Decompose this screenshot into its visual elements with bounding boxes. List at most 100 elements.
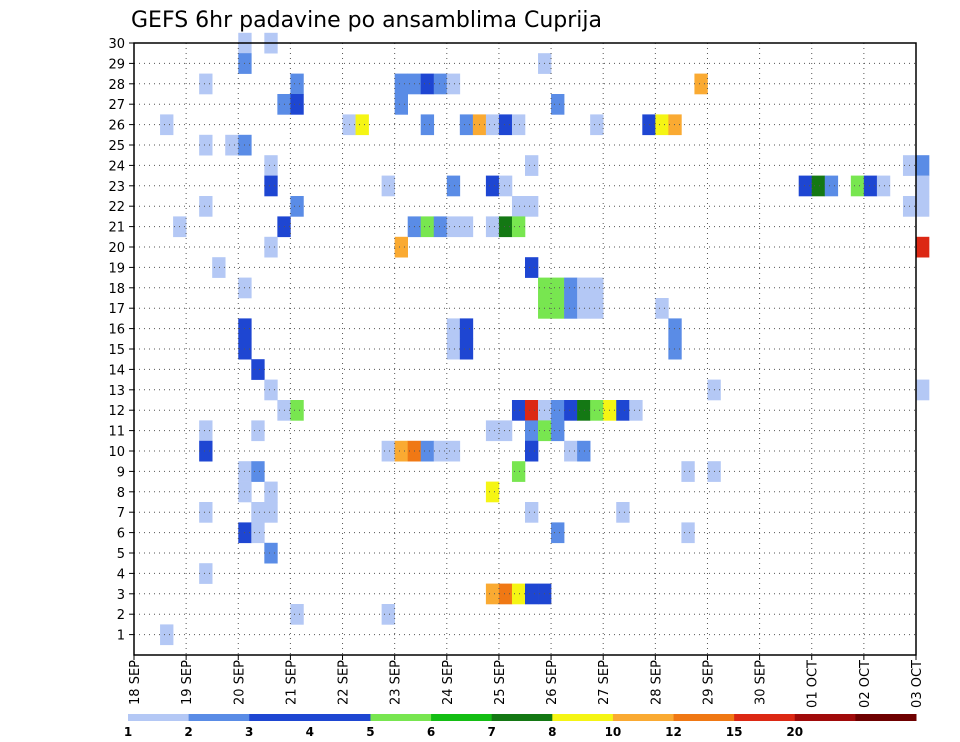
precip-cell [446, 175, 461, 197]
precip-cell [668, 318, 682, 340]
colorbar-label: 3 [245, 725, 253, 739]
precip-cell [264, 175, 278, 197]
precip-cell [511, 216, 526, 238]
precip-cell [433, 440, 448, 462]
precip-cell [199, 73, 213, 95]
precip-cell [564, 400, 578, 421]
precip-cell [459, 338, 474, 360]
precip-cell [381, 604, 395, 625]
precip-cell [433, 73, 448, 95]
precip-cell [525, 257, 539, 278]
precip-cell [459, 216, 474, 238]
precip-cell [863, 175, 878, 197]
precip-cell [498, 216, 513, 238]
colorbar-label: 15 [726, 725, 743, 739]
y-tick-label: 29 [108, 57, 125, 72]
precip-cell [525, 502, 539, 523]
precip-cell [199, 196, 213, 217]
precip-cell [290, 196, 304, 217]
x-tick-label: 22 SEP [337, 660, 352, 705]
precip-cell [199, 502, 213, 523]
y-tick-label: 7 [117, 506, 125, 521]
precip-cell [199, 563, 213, 584]
precip-cell [498, 175, 513, 197]
precip-cell [225, 134, 239, 156]
precip-cell [577, 298, 591, 319]
precip-cell [668, 114, 682, 136]
precip-cell [498, 583, 513, 605]
y-tick-label: 28 [108, 78, 125, 93]
colorbar-segment [309, 714, 371, 721]
precip-cell [446, 216, 461, 238]
colorbar-label: 4 [306, 725, 314, 739]
x-tick-label: 24 SEP [441, 660, 456, 705]
colorbar-label: 7 [488, 725, 496, 739]
precip-cell [525, 440, 539, 462]
precip-cell [616, 502, 630, 523]
precip-cell [264, 542, 278, 564]
colorbar-segment [431, 714, 493, 721]
precip-cell [525, 196, 539, 217]
x-tick-label: 28 SEP [649, 660, 664, 705]
y-tick-label: 14 [108, 363, 125, 378]
x-tick-label: 29 SEP [701, 660, 716, 705]
precip-cell [655, 298, 669, 319]
colorbar-segment [552, 714, 614, 721]
precip-cell [511, 583, 526, 605]
precip-cell [199, 134, 213, 156]
precip-cell [629, 400, 643, 421]
precip-cell [916, 379, 930, 401]
precip-cell [824, 175, 839, 197]
y-tick-label: 2 [117, 608, 125, 623]
precip-cell [160, 624, 174, 646]
colorbar-label: 20 [786, 725, 803, 739]
precip-cell [251, 461, 265, 482]
precip-cell [485, 420, 500, 442]
precip-cell [498, 420, 513, 442]
y-tick-label: 5 [117, 547, 125, 562]
y-tick-label: 11 [108, 425, 125, 440]
precip-cell [290, 94, 304, 115]
precip-cell [642, 114, 656, 136]
y-tick-label: 26 [108, 119, 125, 134]
colorbar-label: 10 [605, 725, 622, 739]
precip-cell [485, 216, 500, 238]
precip-cell [498, 114, 513, 136]
precip-cell [199, 420, 213, 442]
precip-cell [381, 440, 395, 462]
y-tick-label: 10 [108, 445, 125, 460]
precip-cell [446, 73, 461, 95]
precip-cell [420, 73, 435, 95]
precip-cell [212, 257, 226, 278]
y-tick-label: 13 [108, 384, 125, 399]
x-tick-label: 30 SEP [754, 660, 769, 705]
y-tick-label: 1 [117, 629, 125, 644]
precip-cell [199, 440, 213, 462]
precip-cell [420, 114, 435, 136]
colorbar-segment [673, 714, 735, 721]
precip-cell [264, 155, 278, 176]
x-tick-label: 18 SEP [128, 660, 143, 705]
precip-cell [420, 440, 435, 462]
colorbar-segment [249, 714, 311, 721]
x-tick-label: 26 SEP [545, 660, 560, 705]
y-tick-label: 24 [108, 159, 125, 174]
y-tick-label: 20 [108, 241, 125, 256]
x-tick-label: 21 SEP [284, 660, 299, 705]
precip-cell [264, 502, 278, 523]
precip-cell [525, 155, 539, 176]
x-axis-ticks: 18 SEP 19 SEP 20 SEP 21 SEP 22 SEP 23 SEP 24 S… [128, 655, 925, 708]
x-tick-label: 20 SEP [232, 660, 247, 705]
y-tick-label: 3 [117, 588, 125, 603]
precip-cell [551, 522, 565, 544]
colorbar-segment [370, 714, 432, 721]
precip-cell [251, 359, 265, 380]
y-tick-label: 22 [108, 200, 125, 215]
x-tick-label: 01 OCT [806, 660, 821, 708]
precip-cell [525, 420, 539, 442]
y-axis-ticks: 1234567891011121314151617181920212223242… [108, 37, 134, 644]
colorbar-segment [128, 714, 190, 721]
y-tick-label: 21 [108, 221, 125, 236]
precip-cell [485, 114, 500, 136]
precip-cell [251, 522, 265, 544]
